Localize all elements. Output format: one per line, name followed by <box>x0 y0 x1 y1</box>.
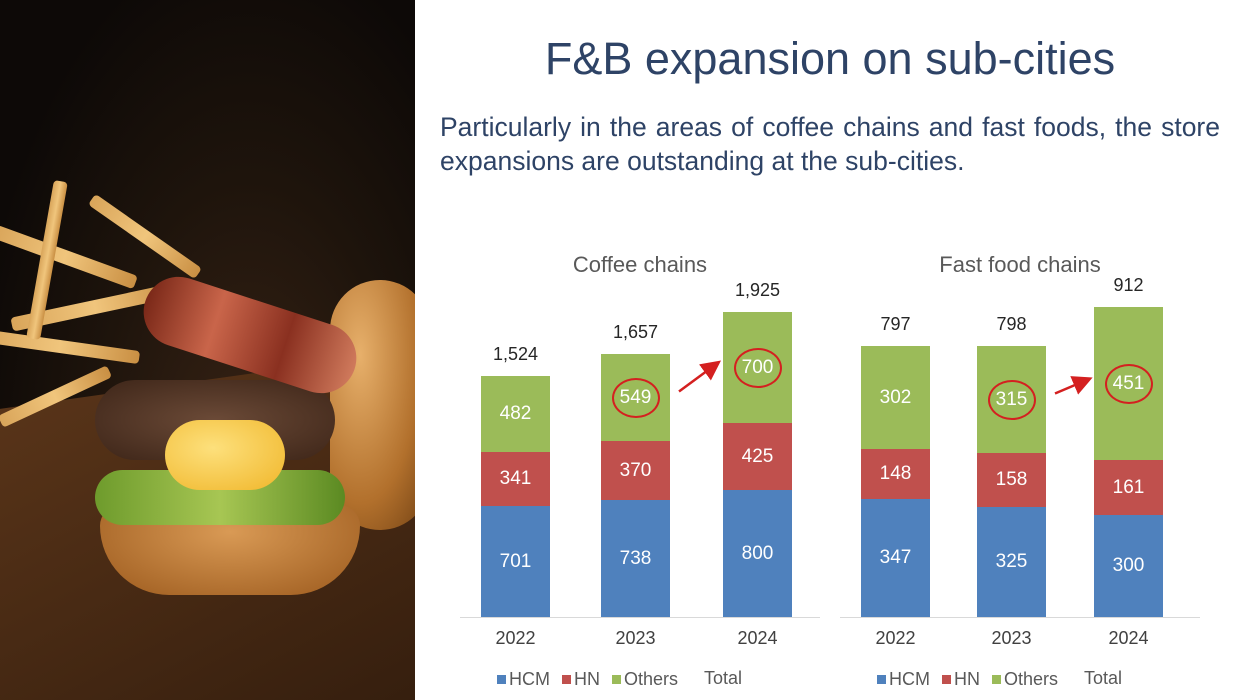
chart-title: Fast food chains <box>939 252 1101 277</box>
legend-label: HN <box>954 669 980 689</box>
legend-item-others: Others <box>992 669 1058 690</box>
segment-hcm: 701 <box>481 506 550 617</box>
x-tick-label: 2023 <box>991 628 1032 648</box>
legend-label: HCM <box>889 669 930 689</box>
x-tick-label: 2022 <box>495 628 536 648</box>
x-tick-label: 2024 <box>1108 628 1149 648</box>
legend-swatch <box>942 675 951 684</box>
total-label: 1,657 <box>612 322 659 342</box>
segment-hcm: 800 <box>723 490 792 617</box>
legend-item-hn: HN <box>562 669 600 690</box>
segment-hn: 425 <box>723 423 792 490</box>
segment-hcm: 347 <box>861 499 930 617</box>
x-axis-line <box>460 617 820 618</box>
x-tick-label: 2023 <box>615 628 656 648</box>
segment-hn: 370 <box>601 441 670 500</box>
segment-hcm: 738 <box>601 500 670 617</box>
chart-legend: HCM HN Others Total <box>497 668 754 690</box>
total-label: 797 <box>880 314 911 334</box>
legend-swatch <box>877 675 886 684</box>
segment-hn: 161 <box>1094 460 1163 515</box>
highlight-circle <box>1104 363 1153 404</box>
legend-item-total: Total <box>1084 668 1122 689</box>
legend-swatch <box>562 675 571 684</box>
segment-hn: 148 <box>861 449 930 499</box>
legend-label: Others <box>624 669 679 689</box>
legend-item-hcm: HCM <box>497 669 550 690</box>
highlight-circle <box>987 379 1036 420</box>
legend-label: HCM <box>509 669 550 689</box>
segment-others: 302 <box>861 346 930 449</box>
legend-swatch <box>497 675 506 684</box>
segment-hcm: 300 <box>1094 515 1163 617</box>
bun-side <box>330 280 415 530</box>
x-axis-line <box>840 617 1200 618</box>
legend-item-hn: HN <box>942 669 980 690</box>
x-tick-label: 2024 <box>737 628 778 648</box>
chart-legend: HCM HN Others Total <box>877 668 1134 690</box>
legend-label: Others <box>1004 669 1059 689</box>
cheese <box>165 420 285 490</box>
total-label: 912 <box>1113 275 1144 295</box>
x-tick-label: 2022 <box>875 628 916 648</box>
highlight-circle <box>733 347 782 388</box>
legend-label: HN <box>574 669 600 689</box>
segment-hcm: 325 <box>977 507 1046 617</box>
legend-item-hcm: HCM <box>877 669 930 690</box>
legend-item-others: Others <box>612 669 678 690</box>
total-label: 1,524 <box>492 344 539 364</box>
legend-item-total: Total <box>704 668 742 689</box>
burger-photo <box>0 0 415 700</box>
legend-swatch <box>612 675 621 684</box>
highlight-circle <box>611 377 660 418</box>
legend-swatch <box>992 675 1001 684</box>
legend-label: Total <box>704 668 743 688</box>
chart-title: Coffee chains <box>572 252 708 277</box>
page-title: F&B expansion on sub-cities <box>544 33 1116 84</box>
page-subtitle: Particularly in the areas of coffee chai… <box>440 112 1220 176</box>
legend-label: Total <box>1084 668 1123 688</box>
segment-others: 482 <box>481 376 550 452</box>
total-label: 1,925 <box>734 280 781 300</box>
total-label: 798 <box>996 314 1027 334</box>
segment-hn: 158 <box>977 453 1046 507</box>
segment-hn: 341 <box>481 452 550 506</box>
